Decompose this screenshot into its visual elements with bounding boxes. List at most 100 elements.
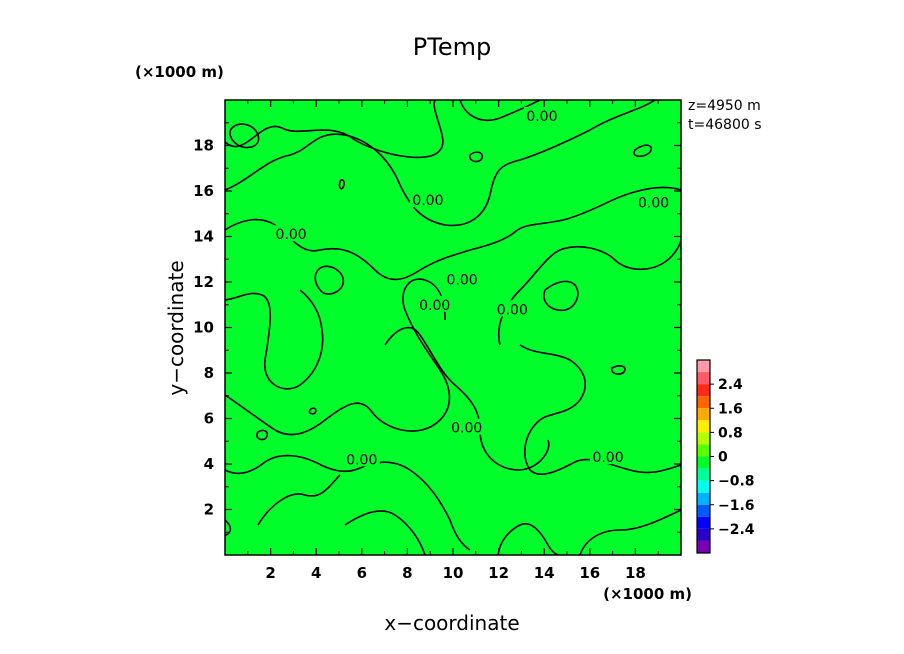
contour-line	[543, 280, 579, 312]
contour-label-bg	[273, 225, 310, 242]
contour-line	[225, 518, 232, 537]
contour-line	[469, 151, 484, 163]
contour-label: 0.00	[447, 273, 478, 289]
plot-area: 0.000.00 0.000.000.000.00 0.000.000.00 0.00…	[193, 99, 682, 582]
contour-line	[225, 186, 681, 281]
contour-label: 0.00	[592, 450, 623, 466]
colorbar-tick-label: −2.4	[718, 522, 755, 538]
contour-line	[225, 289, 324, 390]
colorbar-segment	[697, 396, 710, 409]
x-tick-label: 14	[534, 564, 555, 582]
y-tick-label: 18	[193, 137, 214, 155]
colorbar-segment	[697, 384, 710, 397]
contour-line	[579, 509, 681, 555]
info-text: z=4950 m	[688, 98, 761, 114]
contour-line	[229, 123, 260, 149]
contour-line	[257, 474, 341, 526]
contour-label: 0.00	[412, 193, 443, 209]
y-axis-label: y−coordinate	[164, 260, 188, 395]
y-tick-label: 8	[204, 364, 214, 382]
contour-label-bg	[448, 418, 485, 435]
colorbar-tick-label: 2.4	[718, 377, 743, 393]
x-tick-label: 18	[625, 564, 646, 582]
x-tick-label: 12	[488, 564, 509, 582]
colorbar-segment	[697, 540, 710, 553]
contour-line	[225, 454, 471, 551]
colorbar-tick-label: −0.8	[718, 474, 755, 490]
x-tick-label: 10	[443, 564, 464, 582]
contour-line	[344, 510, 426, 555]
colorbar-segment	[697, 504, 710, 517]
contour-label-bg	[494, 300, 531, 317]
contour-line	[459, 100, 541, 122]
contour-line	[610, 365, 626, 375]
contour-label: 0.00	[526, 109, 557, 125]
colorbar-segment	[697, 444, 710, 457]
info-text: t=46800 s	[688, 117, 762, 133]
contour-label: 0.00	[497, 302, 528, 318]
colorbar-segment	[697, 480, 710, 493]
colorbar-segment	[697, 420, 710, 433]
colorbar-segment	[697, 516, 710, 529]
x-unit-label: (×1000 m)	[603, 585, 692, 603]
contour-label-bg	[523, 106, 560, 123]
colorbar-tick-label: 1.6	[718, 401, 743, 417]
colorbar-segment	[697, 468, 710, 481]
y-axis-ticks: 2 4 6 8 10 12 14 16 18	[193, 122, 681, 533]
contour-label: 0.00	[276, 227, 307, 243]
chart-title: PTemp	[413, 33, 491, 61]
contour-line	[633, 144, 653, 158]
x-axis-label: x−coordinate	[384, 611, 519, 635]
contour-lines	[225, 100, 681, 555]
field-background	[225, 100, 681, 555]
contour-label: 0.00	[419, 298, 450, 314]
info-text-group: z=4950 m t=46800 s	[688, 98, 762, 133]
colorbar-tick-label: 0.8	[718, 425, 743, 441]
contour-labels: 0.00 0.00 0.00 0.00 0.00 0.00 0.00 0.00 0.00 0.00	[273, 106, 672, 468]
colorbar-segment	[697, 492, 710, 505]
colorbar-segment	[697, 432, 710, 445]
contour-line	[225, 100, 656, 227]
contour-label-bg	[343, 450, 380, 467]
contour-line	[256, 429, 269, 441]
colorbar-tick-label: 0	[718, 450, 728, 466]
contour-label: 0.00	[451, 421, 482, 437]
contour-line	[497, 239, 681, 346]
x-tick-label: 6	[357, 564, 367, 582]
y-unit-label: (×1000 m)	[135, 63, 224, 81]
colorbar-segment	[697, 360, 710, 373]
contour-line	[314, 265, 345, 295]
colorbar-segment	[697, 372, 710, 385]
colorbar-segment	[697, 408, 710, 421]
colorbar-segment	[697, 456, 710, 469]
colorbar-tick-label: −1.6	[718, 498, 755, 514]
x-tick-label: 16	[579, 564, 600, 582]
contour-label-bg	[409, 191, 446, 208]
contour-label-bg	[590, 448, 627, 465]
contour-line	[308, 407, 317, 415]
y-tick-label: 6	[204, 410, 214, 428]
contour-label-bg	[635, 193, 672, 210]
contour-line	[225, 100, 444, 159]
contour-label-bg	[416, 295, 453, 312]
y-tick-label: 14	[193, 228, 214, 246]
y-tick-label: 12	[193, 273, 214, 291]
colorbar-segment	[697, 528, 710, 541]
y-tick-label: 2	[204, 501, 214, 519]
x-tick-label: 4	[311, 564, 321, 582]
contour-label: 0.00	[346, 452, 377, 468]
colorbar: 2.4 1.6 0.8 0 −0.8 −1.6 −2.4	[696, 359, 755, 554]
contour-label-bg	[444, 270, 481, 287]
contour-line	[519, 344, 681, 475]
y-tick-label: 4	[204, 455, 214, 473]
contour-label: 0.00	[638, 195, 669, 211]
contour-line	[497, 523, 561, 555]
x-tick-label: 2	[265, 564, 275, 582]
contour-line	[338, 179, 345, 190]
y-tick-label: 10	[193, 319, 214, 337]
x-tick-label: 8	[402, 564, 412, 582]
contour-line	[225, 278, 451, 436]
y-tick-label: 16	[193, 182, 214, 200]
contour-line	[384, 326, 550, 471]
